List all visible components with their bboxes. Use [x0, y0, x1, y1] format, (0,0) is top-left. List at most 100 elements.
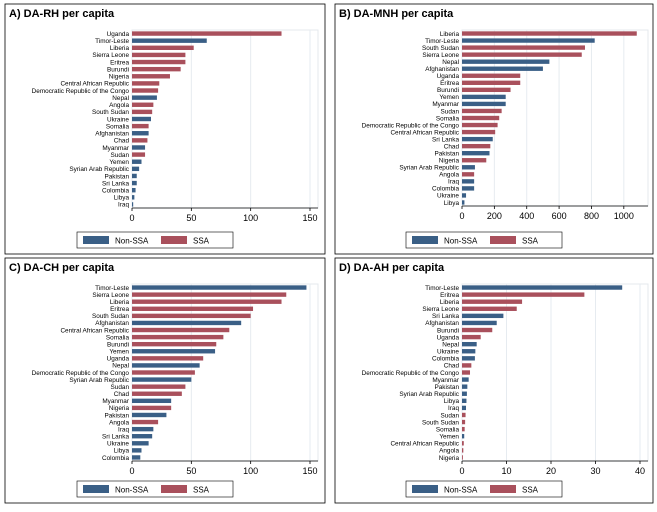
category-label: Uganda — [107, 356, 130, 363]
legend-swatch — [490, 236, 516, 244]
x-tick-label: 30 — [590, 466, 600, 476]
x-tick-label: 150 — [302, 466, 317, 476]
bar — [462, 193, 467, 198]
category-label: Sri Lanka — [432, 313, 459, 320]
bar — [132, 391, 182, 396]
legend-label: Non-SSA — [444, 237, 478, 246]
legend-swatch — [161, 485, 187, 493]
category-label: Angola — [439, 172, 459, 179]
bar — [462, 356, 475, 361]
bar — [132, 145, 146, 150]
bar — [462, 363, 472, 368]
x-tick-label: 0 — [459, 211, 464, 221]
category-label: Angola — [439, 448, 459, 455]
category-label: Democratic Republic of the Congo — [362, 370, 460, 377]
category-label: Somalia — [436, 426, 460, 433]
legend-box — [76, 480, 234, 498]
bar — [462, 398, 467, 404]
category-label: Somalia — [106, 123, 130, 130]
bar — [132, 299, 282, 304]
category-label: Sierra Leone — [422, 306, 459, 313]
category-label: Nigeria — [109, 405, 130, 412]
category-label: Timor-Leste — [425, 38, 459, 45]
bar — [462, 341, 477, 347]
x-tick-label: 10 — [501, 466, 511, 476]
category-label: South Sudan — [92, 313, 129, 320]
bar — [132, 405, 172, 411]
bar — [462, 151, 490, 156]
category-label: Iraq — [118, 426, 129, 433]
category-label: Syrian Arab Republic — [399, 165, 459, 172]
bar — [132, 131, 149, 136]
category-label: Uganda — [437, 73, 460, 80]
category-label: Libya — [114, 195, 130, 202]
legend-swatch — [412, 236, 438, 244]
x-tick-label: 200 — [487, 211, 502, 221]
chart-panel-4: D) DA-AH per capita 0 10 20 30 40 Timor-LesteE… — [334, 257, 654, 504]
category-label: Democratic Republic of the Congo — [32, 370, 130, 377]
bar — [462, 66, 543, 71]
bar — [132, 441, 149, 446]
bar — [132, 38, 207, 43]
bar — [132, 370, 195, 375]
bar — [462, 158, 487, 163]
bar — [132, 59, 186, 65]
category-label: Timor-Leste — [425, 285, 459, 292]
chart-panel-2: B) DA-MNH per capita 0 200 400 600 800 1000 Lib… — [334, 3, 654, 255]
panel-title: B) DA-MNH per capita — [339, 8, 454, 20]
bar — [132, 166, 140, 172]
bar — [462, 334, 481, 340]
bar — [462, 143, 491, 149]
bar — [132, 31, 282, 36]
category-label: Nepal — [112, 363, 129, 370]
legend-label: SSA — [193, 486, 210, 495]
panel-title: C) DA-CH per capita — [9, 262, 115, 274]
bar — [132, 455, 141, 460]
category-label: Somalia — [106, 334, 130, 341]
category-label: Liberia — [440, 31, 460, 38]
bar — [132, 95, 157, 100]
legend-box — [405, 480, 563, 498]
category-label: Ukraine — [107, 441, 129, 448]
bar — [132, 88, 159, 93]
plot-area — [131, 29, 319, 209]
bar — [132, 292, 287, 297]
category-label: Nepal — [442, 59, 459, 66]
bar — [132, 202, 134, 207]
bar — [132, 66, 181, 72]
x-tick-label: 0 — [459, 466, 464, 476]
x-tick-label: 600 — [552, 211, 567, 221]
category-label: Chad — [444, 143, 460, 150]
category-label: Yemen — [439, 434, 459, 441]
x-tick-label: 50 — [186, 466, 196, 476]
bar — [462, 370, 471, 375]
category-label: Colombia — [432, 186, 459, 193]
bar — [462, 426, 465, 432]
category-label: Afghanistan — [425, 66, 459, 73]
category-label: Eritrea — [440, 80, 459, 87]
bar — [132, 384, 186, 389]
bar — [462, 59, 550, 64]
bar — [462, 179, 475, 184]
panel-title: D) DA-AH per capita — [339, 262, 445, 274]
category-label: Liberia — [440, 299, 460, 306]
x-tick-label: 400 — [519, 211, 534, 221]
bar — [462, 412, 466, 418]
bar — [462, 200, 465, 205]
bar — [462, 320, 497, 326]
category-label: Iraq — [448, 179, 459, 186]
category-label: Iraq — [118, 202, 129, 209]
category-label: Burundi — [437, 327, 459, 334]
bar — [462, 434, 465, 439]
category-label: Chad — [114, 138, 130, 145]
x-tick-label: 800 — [584, 211, 599, 221]
legend-label: Non-SSA — [115, 486, 149, 495]
legend-box — [405, 231, 563, 249]
bar — [132, 81, 160, 86]
bar — [462, 448, 464, 453]
bar — [132, 138, 148, 143]
bar — [462, 313, 504, 319]
category-label: South Sudan — [92, 109, 129, 116]
bar — [462, 419, 466, 425]
